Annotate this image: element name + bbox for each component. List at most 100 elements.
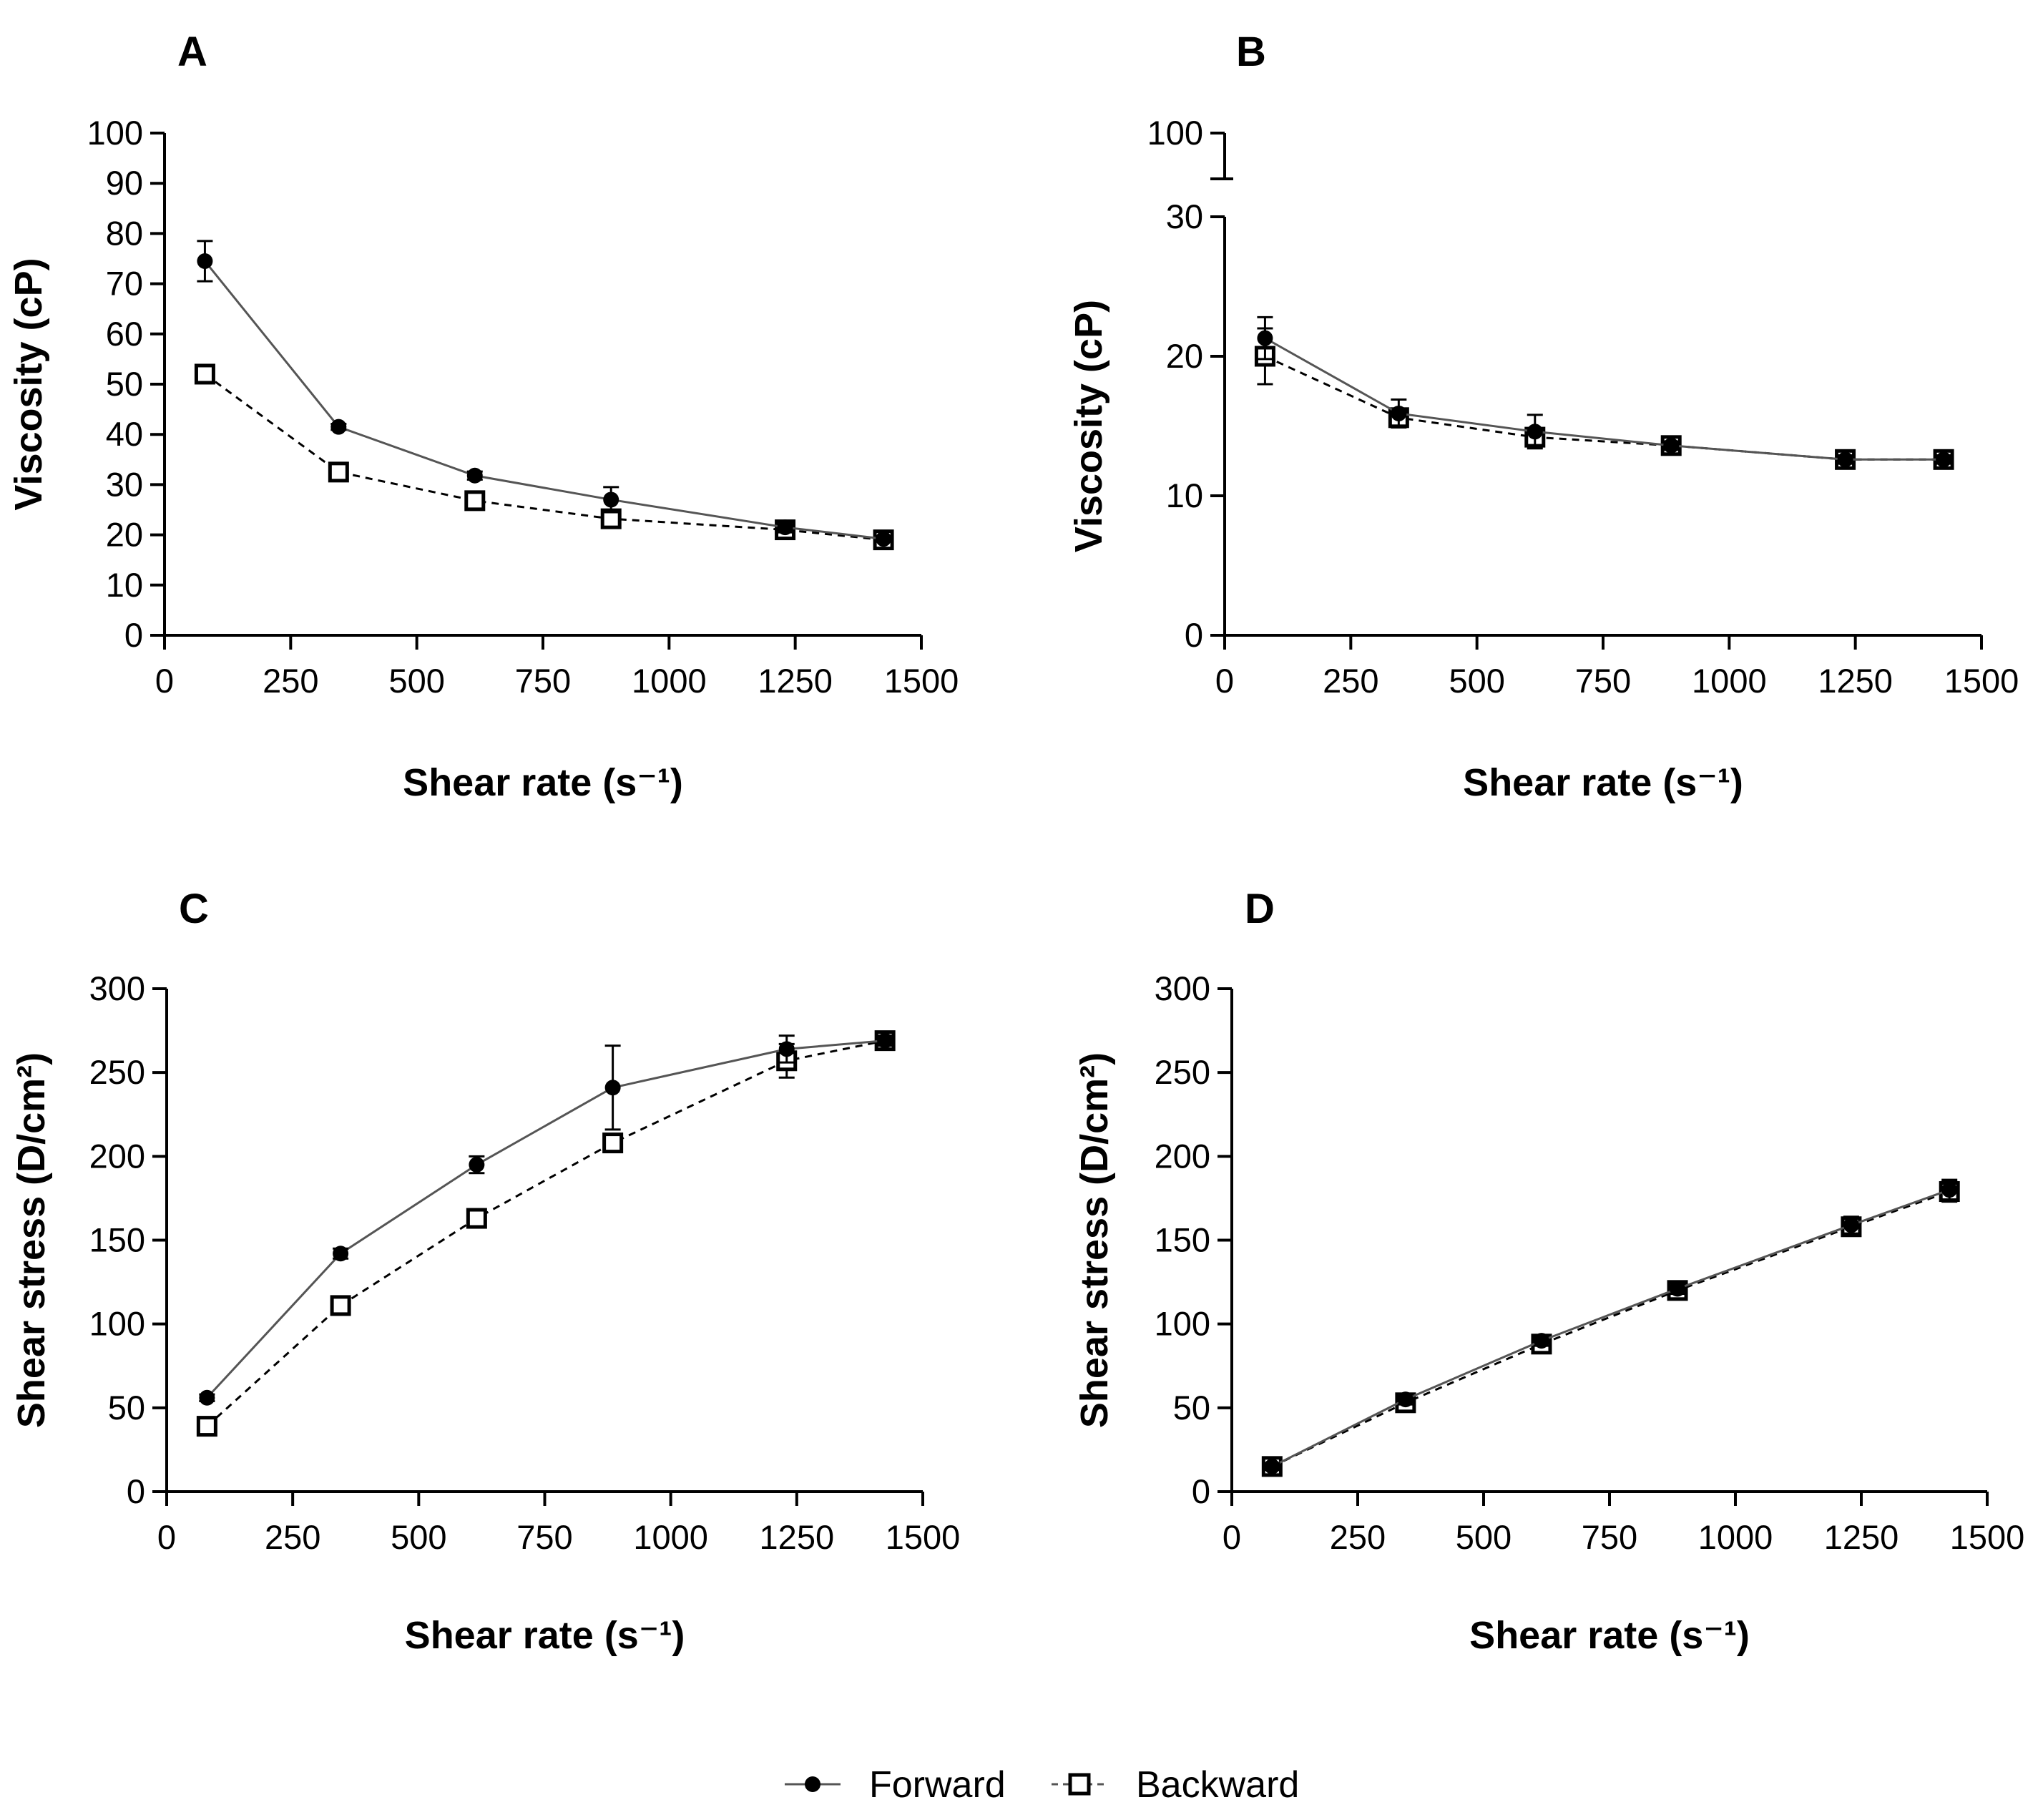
series-line [1264, 355, 1944, 461]
series-line [1264, 337, 1944, 461]
y-tick-label: 80 [106, 214, 143, 252]
y-tick-label: 50 [108, 1389, 145, 1427]
x-tick-label: 750 [1575, 662, 1631, 700]
y-tick-label: 50 [106, 365, 143, 403]
data-point-forward [199, 1389, 215, 1406]
panel-a: A 0 250 500 750 1000 1250 1500 0 10 20 30 40 50 60 70 80… [7, 29, 959, 804]
series-forward [1264, 1178, 1958, 1474]
x-tick-label: 0 [1215, 662, 1234, 700]
x-tick-label: 1250 [1818, 662, 1893, 700]
x-tick-label: 1500 [1950, 1518, 2025, 1556]
data-point-forward [877, 1032, 893, 1049]
y-tick-label: 0 [127, 1472, 145, 1510]
y-tick-label: 50 [1173, 1389, 1210, 1427]
x-tick-label: 250 [263, 662, 318, 700]
data-point-forward [330, 419, 347, 435]
data-point-backward [330, 1295, 351, 1316]
y-tick-label: 90 [106, 164, 143, 202]
data-point-forward [197, 253, 213, 270]
x-tick-label: 1000 [632, 662, 707, 700]
series-line [206, 1039, 886, 1399]
series-line [1271, 1188, 1950, 1468]
x-tick-label: 0 [1223, 1518, 1241, 1556]
y-tick-label: 30 [1166, 197, 1203, 235]
y-tick-label: 20 [1166, 337, 1203, 375]
y-axis-title: Shear stress (D/cm²) [10, 1052, 53, 1428]
x-tick-label: 750 [515, 662, 571, 700]
series-backward [1254, 327, 1954, 470]
x-tick-label: 0 [155, 662, 174, 700]
y-tick-label: 150 [89, 1221, 145, 1259]
series-forward [1257, 315, 1952, 468]
x-tick-label: 250 [265, 1518, 320, 1556]
y-tick-label: 40 [106, 415, 143, 453]
y-tick-label: 70 [106, 265, 143, 303]
data-point-forward [1837, 451, 1853, 468]
x-tick-label: 500 [1456, 1518, 1512, 1556]
y-tick-label: 250 [1155, 1053, 1210, 1091]
data-point-forward [1391, 405, 1407, 421]
data-point-forward [1941, 1182, 1958, 1198]
y-tick-label: 100 [1147, 114, 1203, 152]
legend-forward-label: Forward [869, 1764, 1006, 1806]
panel-letter: B [1236, 29, 1266, 75]
panel-letter: C [179, 886, 209, 932]
data-point-forward [1264, 1458, 1280, 1474]
x-tick-label: 0 [157, 1518, 176, 1556]
data-point-forward [1663, 437, 1680, 454]
x-tick-label: 1500 [886, 1518, 961, 1556]
series-backward [196, 1030, 896, 1437]
series-forward [199, 1032, 893, 1406]
series-line [206, 1039, 886, 1427]
y-tick-label: 100 [1155, 1305, 1210, 1343]
y-tick-label: 30 [106, 465, 143, 503]
data-point-backward [464, 490, 486, 512]
series-line [204, 373, 884, 542]
y-tick-label: 0 [1192, 1472, 1210, 1510]
data-point-forward [1257, 330, 1273, 346]
y-axis-title: Viscosity (cP) [7, 258, 50, 510]
data-point-forward [603, 491, 619, 508]
x-tick-label: 750 [516, 1518, 572, 1556]
data-point-forward [1936, 451, 1952, 468]
data-point-backward [602, 1132, 624, 1154]
legend-backward-marker [1068, 1773, 1091, 1796]
x-tick-label: 250 [1323, 662, 1378, 700]
y-tick-label: 10 [1166, 476, 1203, 514]
x-tick-label: 1250 [1824, 1518, 1899, 1556]
x-tick-label: 1000 [1698, 1518, 1773, 1556]
x-tick-label: 1000 [633, 1518, 708, 1556]
data-point-forward [1527, 424, 1543, 440]
x-tick-label: 1250 [760, 1518, 835, 1556]
panel-c: C 0 250 500 750 1000 1250 1500 0 50 100 150 200 250 30… [10, 886, 960, 1657]
data-point-forward [1397, 1391, 1414, 1408]
x-axis-title: Shear rate (s⁻¹) [405, 1614, 685, 1657]
y-tick-label: 100 [87, 114, 143, 152]
y-tick-label: 0 [124, 616, 143, 654]
y-tick-label: 60 [106, 315, 143, 353]
panel-letter: A [177, 29, 207, 75]
x-tick-label: 500 [391, 1518, 446, 1556]
y-tick-label: 250 [89, 1053, 145, 1091]
x-tick-label: 1500 [1944, 662, 2019, 700]
data-point-backward [196, 1416, 217, 1437]
y-tick-label: 200 [89, 1137, 145, 1175]
legend: Forward Backward [785, 1764, 1299, 1806]
series-line [204, 260, 884, 540]
y-tick-label: 10 [106, 566, 143, 604]
data-point-forward [469, 1157, 485, 1173]
x-tick-label: 1500 [884, 662, 959, 700]
data-point-forward [604, 1080, 621, 1096]
legend-forward-marker [805, 1776, 820, 1792]
x-tick-label: 750 [1582, 1518, 1637, 1556]
x-tick-label: 250 [1330, 1518, 1386, 1556]
panel-d: D 0 250 500 750 1000 1250 1500 0 50 100 150 200 250 30… [1073, 886, 2024, 1657]
y-tick-label: 20 [106, 516, 143, 554]
x-tick-label: 500 [1449, 662, 1504, 700]
series-line [1271, 1190, 1950, 1468]
x-tick-label: 1250 [758, 662, 833, 700]
legend-backward-label: Backward [1136, 1764, 1299, 1806]
y-tick-label: 100 [89, 1305, 145, 1343]
data-point-forward [333, 1246, 349, 1262]
